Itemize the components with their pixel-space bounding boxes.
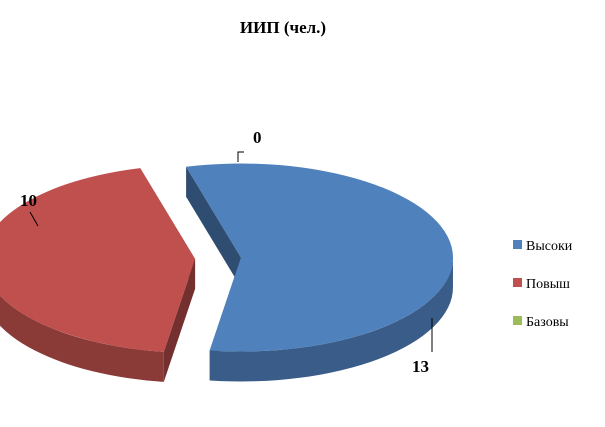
pie-slice-1	[0, 168, 196, 382]
legend-swatch-1	[513, 278, 522, 287]
legend-entry-2: Базовы	[526, 315, 569, 330]
pie-slice-0	[186, 163, 453, 382]
data-label-2: 0	[253, 128, 262, 147]
legend-entry-1: Повыш	[526, 277, 570, 292]
pie-slice-side-1	[0, 295, 164, 382]
pie-slice-side-0	[209, 257, 453, 382]
pie-slice-face-1-0	[163, 258, 196, 382]
pie-slices	[0, 163, 453, 382]
leader-line-1	[29, 211, 39, 227]
data-labels: 13 10 0	[20, 128, 433, 376]
leader-line-2	[237, 151, 244, 162]
legend-swatch-0	[513, 240, 522, 249]
pie-slice-top-0	[186, 163, 453, 352]
legend-swatch-2	[513, 316, 522, 325]
data-label-0: 13	[412, 357, 429, 376]
legend: Высоки Повыш Базовы	[513, 239, 573, 330]
legend-entry-0: Высоки	[526, 239, 573, 254]
data-label-1: 10	[20, 191, 37, 210]
pie-slice-top-1	[0, 168, 196, 352]
pie-slice-face-0-0	[186, 166, 241, 288]
chart-title: ИИП (чел.)	[240, 18, 326, 37]
